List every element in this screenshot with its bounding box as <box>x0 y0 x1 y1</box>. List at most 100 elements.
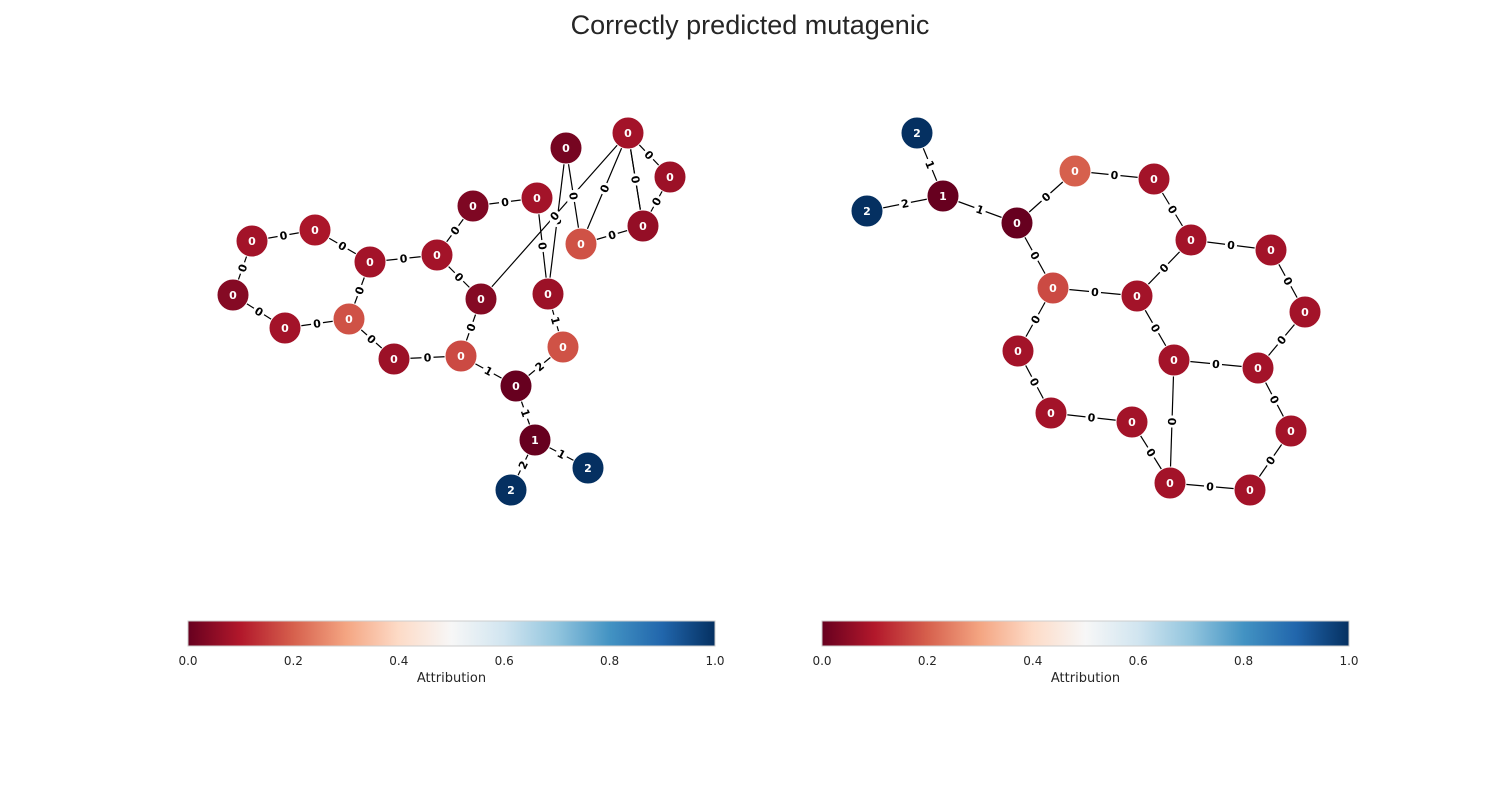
edge-label: 2 <box>900 197 910 211</box>
colorbar-tick-label: 0.4 <box>1023 654 1042 668</box>
atom-label: 0 <box>1049 282 1057 295</box>
colorbar-tick-label: 0.6 <box>495 654 514 668</box>
atom-label: 0 <box>281 322 289 335</box>
atom-node <box>464 282 498 316</box>
atom-node <box>1153 466 1187 500</box>
atom-label: 0 <box>666 171 674 184</box>
atom-label: 0 <box>639 220 647 233</box>
atom-label: 0 <box>457 350 465 363</box>
atom-label: 0 <box>1014 345 1022 358</box>
atom-label: 0 <box>433 249 441 262</box>
atom-label: 0 <box>624 127 632 140</box>
atom-label: 2 <box>507 484 515 497</box>
atom-node <box>1288 295 1322 329</box>
colorbar-gradient <box>821 620 1350 647</box>
colorbar-tick-label: 0.8 <box>1234 654 1253 668</box>
atom-label: 1 <box>939 190 947 203</box>
atom-node <box>1274 414 1308 448</box>
edge-label: 0 <box>607 228 618 243</box>
atom-node <box>1001 334 1035 368</box>
colorbar-tick-label: 0.0 <box>812 654 831 668</box>
atom-label: 0 <box>1013 217 1021 230</box>
edge-label: 0 <box>1166 417 1179 425</box>
atom-node <box>1120 279 1154 313</box>
edge-label: 0 <box>535 242 549 251</box>
atom-label: 0 <box>1246 484 1254 497</box>
edge-label: 0 <box>566 191 580 201</box>
atom-node <box>1157 343 1191 377</box>
atom-node <box>926 179 960 213</box>
atom-label: 0 <box>248 235 256 248</box>
atom-node <box>216 278 250 312</box>
atom-node <box>1137 162 1171 196</box>
colorbar-axis-label: Attribution <box>417 671 486 686</box>
edge-label: 0 <box>399 252 408 266</box>
atom-node <box>1174 223 1208 257</box>
edge-label: 0 <box>464 322 479 334</box>
atom-node <box>1254 233 1288 267</box>
atom-node <box>549 131 583 165</box>
edge-label: 0 <box>500 196 510 210</box>
atom-label: 0 <box>559 341 567 354</box>
atom-node <box>494 473 528 507</box>
edge-label: 0 <box>1087 411 1096 425</box>
atom-node <box>564 227 598 261</box>
atom-node <box>611 116 645 150</box>
atom-node <box>1034 396 1068 430</box>
colorbar-tick-label: 0.6 <box>1129 654 1148 668</box>
atom-label: 0 <box>544 288 552 301</box>
edge-label: 0 <box>1212 358 1221 372</box>
atom-label: 0 <box>345 313 353 326</box>
atom-node <box>850 194 884 228</box>
atom-label: 0 <box>1254 362 1262 375</box>
colorbar-tick-label: 0.2 <box>918 654 937 668</box>
atom-node <box>626 209 660 243</box>
atom-label: 0 <box>366 256 374 269</box>
atom-node <box>653 160 687 194</box>
atom-label: 0 <box>469 200 477 213</box>
atom-node <box>268 311 302 345</box>
atom-label: 0 <box>1287 425 1295 438</box>
atom-label: 2 <box>584 462 592 475</box>
edge-label: 0 <box>279 229 289 243</box>
atom-label: 0 <box>533 192 541 205</box>
edge-label: 0 <box>1091 286 1100 300</box>
colorbar-axis-label: Attribution <box>1051 671 1120 686</box>
atom-label: 0 <box>577 238 585 251</box>
atom-node <box>444 339 478 373</box>
atom-label: 0 <box>477 293 485 306</box>
atom-node <box>1241 351 1275 385</box>
atom-label: 0 <box>1150 173 1158 186</box>
colorbar-tick-label: 0.0 <box>178 654 197 668</box>
atom-node <box>1115 405 1149 439</box>
atom-node <box>298 213 332 247</box>
figure-title: Correctly predicted mutagenic <box>570 10 930 40</box>
atom-node <box>499 369 533 403</box>
atom-node <box>353 245 387 279</box>
atom-node <box>531 277 565 311</box>
atom-label: 0 <box>1128 416 1136 429</box>
atom-node <box>1058 154 1092 188</box>
atom-label: 2 <box>863 205 871 218</box>
atom-label: 0 <box>1166 477 1174 490</box>
atom-label: 0 <box>1267 244 1275 257</box>
atom-label: 0 <box>1133 290 1141 303</box>
edge-label: 1 <box>518 407 533 419</box>
edge-label: 0 <box>1110 169 1119 183</box>
atom-label: 0 <box>390 353 398 366</box>
atom-node <box>377 342 411 376</box>
edge-label: 0 <box>1206 480 1215 494</box>
atom-node <box>332 302 366 336</box>
edge-label: 0 <box>423 351 432 364</box>
atom-node <box>1036 271 1070 305</box>
colorbar-tick-label: 0.2 <box>284 654 303 668</box>
atom-label: 0 <box>512 380 520 393</box>
atom-node <box>1000 206 1034 240</box>
edge-label: 1 <box>548 315 563 326</box>
colorbar-gradient <box>187 620 716 647</box>
atom-node <box>900 116 934 150</box>
colorbar-tick-label: 1.0 <box>1339 654 1358 668</box>
atom-label: 0 <box>1187 234 1195 247</box>
atom-label: 0 <box>1071 165 1079 178</box>
